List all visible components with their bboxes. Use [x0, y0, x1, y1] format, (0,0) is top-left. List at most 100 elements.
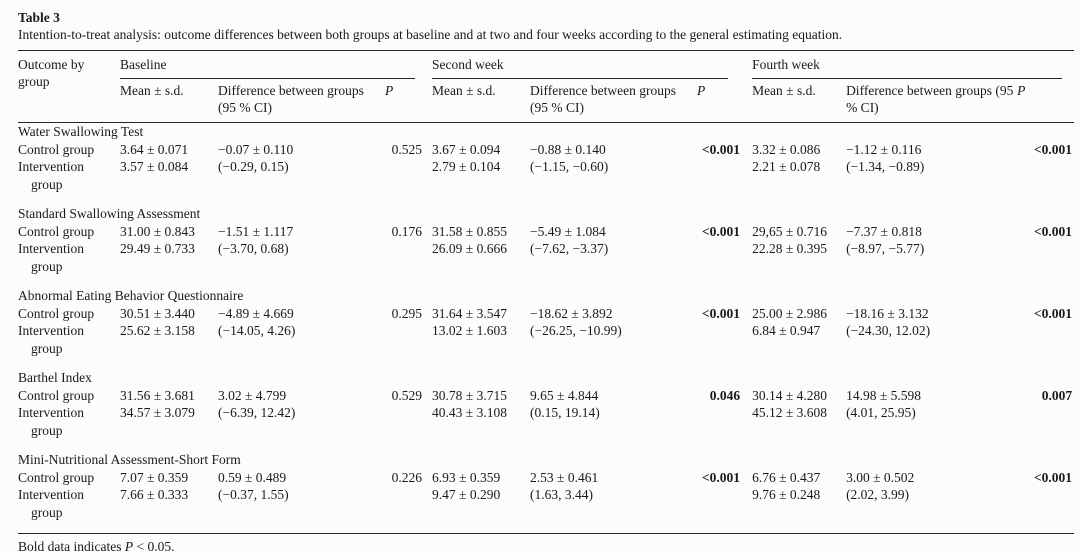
empty-cell [385, 404, 432, 422]
confidence-interval-value: (−26.25, −10.99) [530, 323, 622, 338]
footnote-pre: Bold data indicates [18, 539, 125, 553]
control-mean-value: 30.78 ± 3.715 [432, 387, 507, 403]
intervention-mean-value: 25.62 ± 3.158 [120, 323, 195, 338]
sub-header-row: Mean ± s.d. Difference between groups (9… [18, 79, 1075, 123]
col-group-fourth-week: Fourth week [752, 51, 1074, 79]
difference-value: 2.53 ± 0.461 [530, 469, 599, 485]
table-footnote: Bold data indicates P < 0.05. [18, 539, 1074, 553]
section-spacer [18, 275, 1074, 287]
row-label-intervention: Intervention [18, 241, 84, 256]
row-label-intervention: Intervention [18, 405, 84, 420]
control-mean-value: 31.58 ± 0.855 [432, 223, 507, 239]
p-value: <0.001 [1033, 223, 1073, 239]
confidence-interval-value: (−3.70, 0.68) [218, 241, 289, 256]
section-title: Barthel Index [18, 370, 92, 385]
row-label-intervention: Intervention [18, 323, 84, 338]
p-value: 0.295 [391, 305, 423, 321]
empty-cell [385, 158, 432, 176]
confidence-interval-value: (4.01, 25.95) [846, 405, 916, 420]
p-value: 0.007 [1041, 387, 1073, 403]
spacer-cell [18, 521, 1074, 533]
control-mean-value: 3.64 ± 0.071 [120, 141, 189, 157]
row-label-intervention-cont: group [31, 504, 63, 520]
spacer-cell [18, 275, 1074, 287]
fourth-week-mean-header: Mean ± s.d. [752, 79, 847, 123]
control-mean-value: 6.76 ± 0.437 [752, 469, 821, 485]
col-group-row: Outcome by group Baseline Second week Fo… [18, 51, 1074, 123]
empty-cell [1017, 240, 1074, 258]
difference-value: 14.98 ± 5.598 [846, 387, 921, 403]
empty-cell [120, 340, 1074, 358]
baseline-mean-header: Mean ± s.d. [120, 79, 218, 123]
intervention-mean-value: 45.12 ± 3.608 [752, 405, 827, 420]
section-spacer [18, 193, 1074, 205]
confidence-interval-value: (−7.62, −3.37) [530, 241, 609, 256]
intervention-group-row: Intervention 7.66 ± 0.333 (−0.37, 1.55) 9.4… [18, 486, 1074, 504]
spacer-cell [18, 439, 1074, 451]
row-label-intervention-cont: group [31, 422, 63, 438]
row-label-intervention-cont: group [31, 176, 63, 192]
confidence-interval-value: (1.63, 3.44) [530, 487, 594, 502]
second-week-p-header: P [697, 79, 753, 123]
row-label-control: Control group [18, 223, 95, 239]
fourth-week-diff-header: Difference between groups (95 % CI) [846, 79, 1018, 123]
control-mean-value: 31.56 ± 3.681 [120, 387, 195, 403]
intervention-mean-value: 26.09 ± 0.666 [432, 241, 507, 256]
table-header: Outcome by group Baseline Second week Fo… [18, 51, 1075, 123]
p-value: <0.001 [701, 305, 741, 321]
section-title-row: Standard Swallowing Assessment [18, 205, 1074, 223]
difference-value: −4.89 ± 4.669 [218, 305, 294, 321]
p-value: <0.001 [1033, 469, 1073, 485]
p-value: <0.001 [701, 469, 741, 485]
p-value: 0.525 [391, 141, 423, 157]
row-label-intervention-cont: group [31, 340, 63, 356]
empty-cell [1017, 486, 1074, 504]
intervention-group-continuation-row: group [18, 176, 1074, 194]
row-label-control: Control group [18, 305, 95, 321]
empty-cell [1017, 322, 1074, 340]
col-group-second-week: Second week [432, 51, 752, 79]
empty-cell [697, 486, 752, 504]
row-label-intervention: Intervention [18, 487, 84, 502]
row-label-intervention-cont: group [31, 258, 63, 274]
control-mean-value: 6.93 ± 0.359 [432, 469, 501, 485]
control-group-row: Control group 31.56 ± 3.681 3.02 ± 4.799 0.… [18, 387, 1074, 405]
spacer-cell [18, 193, 1074, 205]
difference-value: −18.62 ± 3.892 [530, 305, 613, 321]
difference-value: −0.07 ± 0.110 [218, 141, 294, 157]
empty-cell [1017, 404, 1074, 422]
intervention-group-continuation-row: group [18, 504, 1074, 522]
intervention-group-row: Intervention 3.57 ± 0.084 (−0.29, 0.15) 2.7… [18, 158, 1074, 176]
section-title-row: Abnormal Eating Behavior Questionnaire [18, 287, 1074, 305]
intervention-group-continuation-row: group [18, 340, 1074, 358]
empty-cell [385, 486, 432, 504]
intervention-mean-value: 34.57 ± 3.079 [120, 405, 195, 420]
intervention-group-row: Intervention 25.62 ± 3.158 (−14.05, 4.26) 1… [18, 322, 1074, 340]
section-spacer [18, 439, 1074, 451]
intervention-mean-value: 2.79 ± 0.104 [432, 159, 501, 174]
difference-value: −1.51 ± 1.117 [218, 223, 294, 239]
control-mean-value: 31.00 ± 0.843 [120, 223, 195, 239]
footnote-post: < 0.05. [133, 539, 175, 553]
empty-cell [697, 322, 752, 340]
p-value: 0.226 [391, 469, 423, 485]
difference-value: −18.16 ± 3.132 [846, 305, 929, 321]
control-group-row: Control group 7.07 ± 0.359 0.59 ± 0.489 0.2… [18, 469, 1074, 487]
table-caption: Intention-to-treat analysis: outcome dif… [18, 27, 843, 42]
row-label-control: Control group [18, 141, 95, 157]
control-mean-value: 31.64 ± 3.547 [432, 305, 507, 321]
intervention-mean-value: 9.76 ± 0.248 [752, 487, 821, 502]
empty-cell [120, 176, 1074, 194]
row-header: Outcome by group [18, 51, 120, 123]
confidence-interval-value: (2.02, 3.99) [846, 487, 910, 502]
empty-cell [697, 158, 752, 176]
intervention-group-continuation-row: group [18, 422, 1074, 440]
confidence-interval-value: (−14.05, 4.26) [218, 323, 296, 338]
difference-value: 9.65 ± 4.844 [530, 387, 599, 403]
control-mean-value: 25.00 ± 2.986 [752, 305, 827, 321]
row-label-intervention: Intervention [18, 159, 84, 174]
baseline-diff-header: Difference between groups (95 % CI) [218, 79, 385, 123]
confidence-interval-value: (0.15, 19.14) [530, 405, 600, 420]
second-week-mean-header: Mean ± s.d. [432, 79, 531, 123]
p-value: <0.001 [701, 141, 741, 157]
